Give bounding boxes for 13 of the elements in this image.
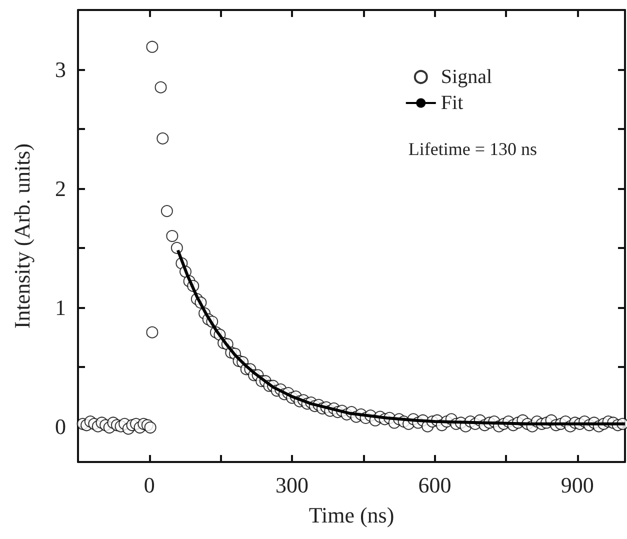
legend-label: Signal — [440, 66, 492, 88]
x-axis-title: Time (ns) — [308, 502, 394, 528]
y-tick-label: 0 — [55, 414, 66, 439]
y-tick-label: 1 — [55, 294, 66, 320]
y-tick-label: 3 — [55, 56, 66, 82]
y-axis-title: Intensity (Arb. units) — [10, 143, 34, 329]
x-tick-label: 0 — [144, 472, 155, 498]
y-tick-label: 2 — [55, 176, 66, 201]
annotation: Lifetime = 130 ns — [408, 139, 538, 159]
legend-label: Fit — [440, 92, 464, 114]
x-tick-label: 300 — [276, 472, 309, 498]
x-tick-label: 900 — [560, 472, 594, 498]
x-tick-label: 600 — [418, 472, 452, 498]
